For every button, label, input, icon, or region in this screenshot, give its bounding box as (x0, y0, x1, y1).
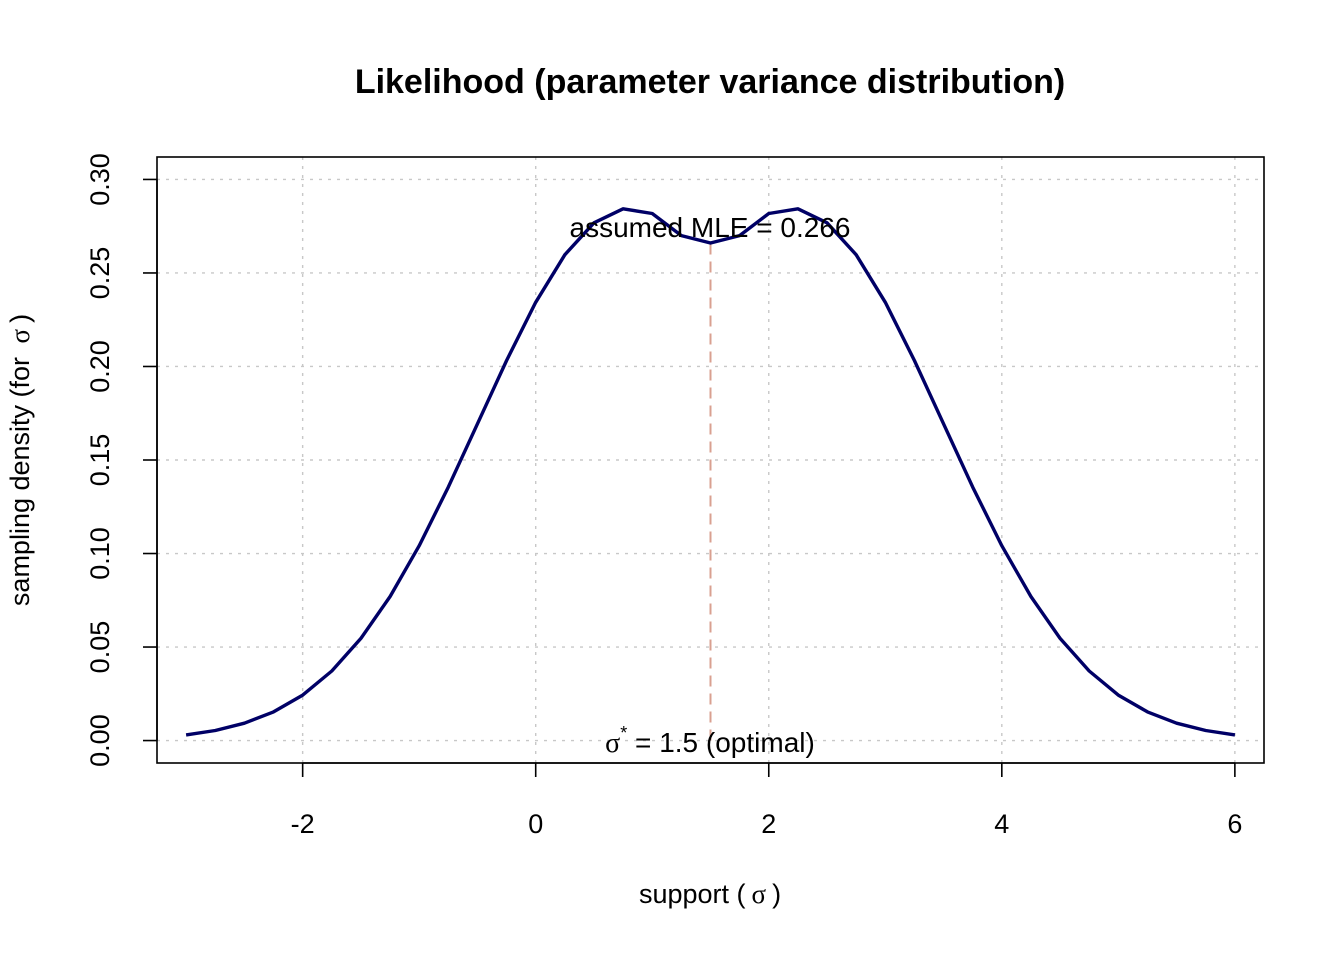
x-axis-title-symbol: σ (752, 879, 767, 909)
optimal-superscript: * (620, 723, 627, 743)
density-curve (185, 207, 1236, 737)
y-tick-label: 0.05 (85, 621, 115, 674)
x-axis-title-suffix: ) (772, 879, 781, 909)
x-tick-label: -2 (291, 809, 315, 839)
optimal-text: = 1.5 (optimal) (627, 727, 815, 758)
x-tick-label: 4 (994, 809, 1009, 839)
mle-label: assumed MLE = 0.266 (570, 212, 851, 243)
x-axis-title-prefix: support ( (639, 879, 746, 909)
x-tick-label: 2 (761, 809, 776, 839)
y-tick-label: 0.15 (85, 434, 115, 487)
y-axis: 0.00 0.05 0.10 0.15 0.20 0.25 0.30 (85, 153, 158, 767)
x-axis-title: support (σ) (639, 879, 781, 909)
y-tick-label: 0.25 (85, 247, 115, 300)
y-axis-title-prefix: sampling density (for (5, 349, 35, 606)
optimal-sigma-symbol: σ (605, 728, 620, 759)
y-tick-label: 0.20 (85, 340, 115, 393)
y-tick-label: 0.30 (85, 153, 115, 206)
optimal-label: σ* = 1.5 (optimal) (605, 723, 815, 759)
x-tick-label: 0 (528, 809, 543, 839)
y-axis-title: sampling density (for σ) (5, 314, 35, 606)
y-axis-title-symbol: σ (5, 328, 35, 343)
x-axis: -2 0 2 4 6 (291, 762, 1242, 839)
y-tick-label: 0.00 (85, 714, 115, 767)
grid-lines (157, 157, 1264, 763)
chart-title: Likelihood (parameter variance distribut… (355, 63, 1065, 101)
y-tick-label: 0.10 (85, 527, 115, 580)
x-tick-label: 6 (1227, 809, 1242, 839)
y-axis-title-suffix: ) (5, 314, 35, 323)
